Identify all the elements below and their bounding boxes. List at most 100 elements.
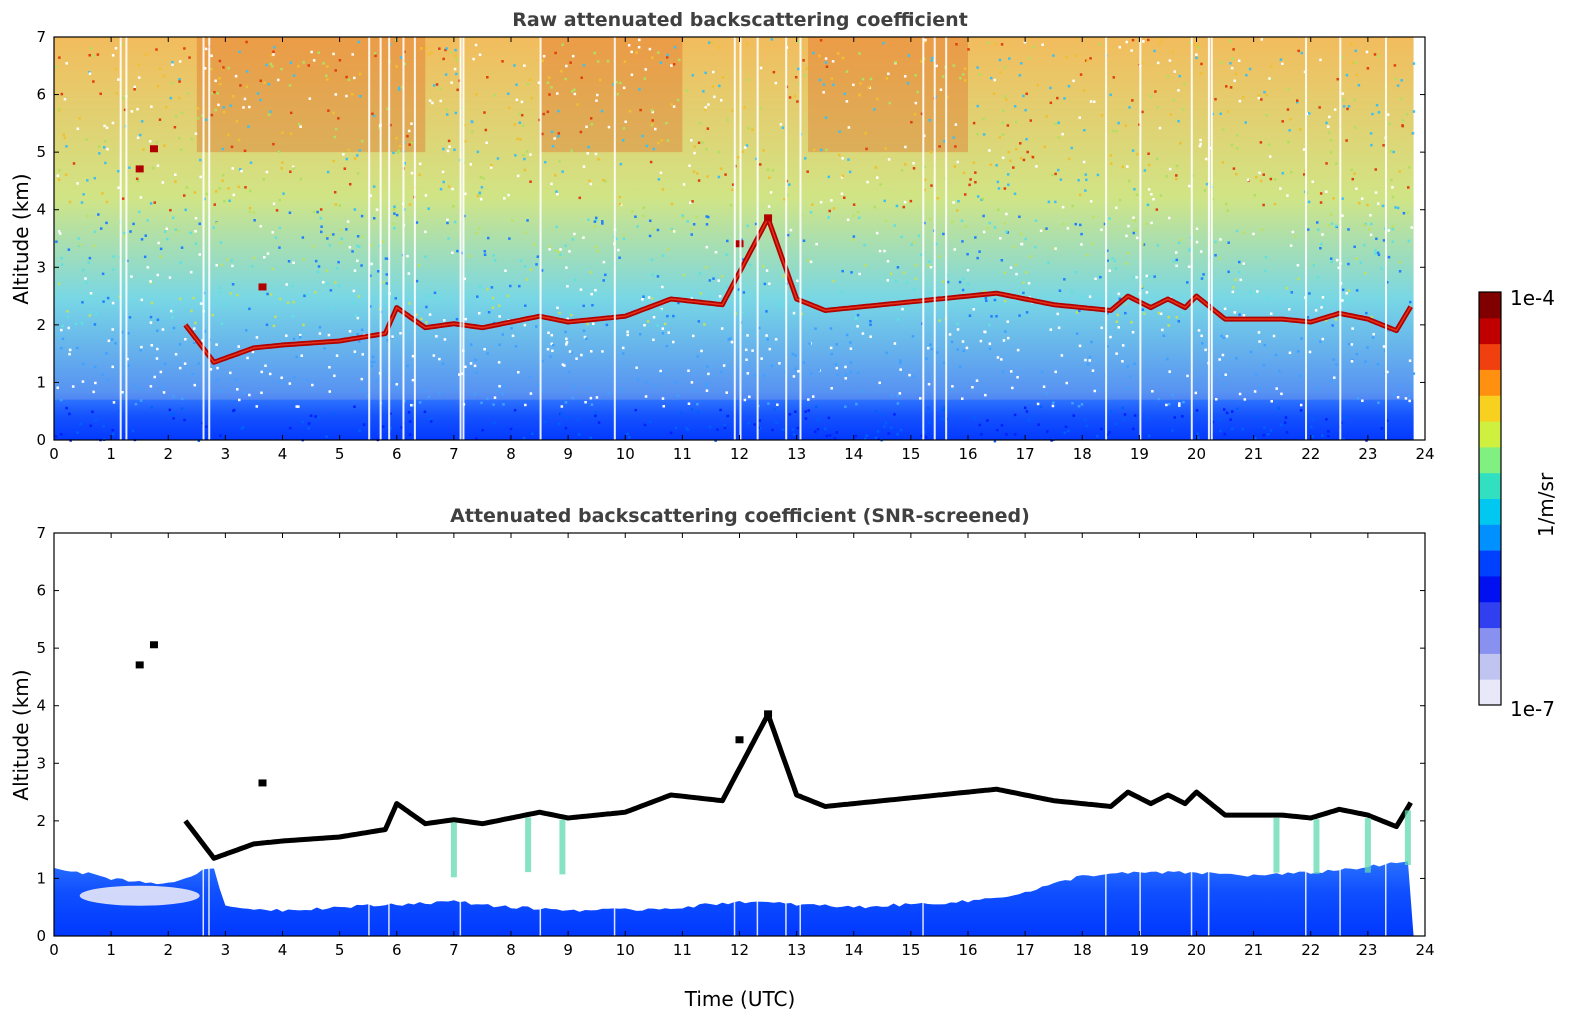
raw-noise-speckle: [637, 45, 641, 49]
raw-noise-speckle: [700, 349, 703, 353]
y-tick-label: 1: [36, 869, 46, 887]
raw-noise-speckle: [1283, 421, 1287, 424]
raw-noise-speckle: [475, 437, 478, 440]
raw-noise-speckle: [560, 405, 564, 408]
raw-noise-speckle: [1084, 358, 1087, 362]
raw-noise-speckle: [432, 84, 436, 87]
raw-noise-speckle: [748, 395, 751, 399]
raw-noise-speckle: [692, 223, 696, 226]
screened-data-gap: [208, 861, 210, 936]
raw-noise-speckle: [333, 135, 337, 139]
raw-noise-speckle: [139, 348, 142, 352]
raw-noise-speckle: [586, 322, 589, 326]
raw-noise-speckle: [1042, 385, 1046, 388]
raw-noise-speckle: [626, 330, 629, 334]
raw-data-gap: [1305, 37, 1308, 440]
raw-noise-speckle: [274, 315, 277, 319]
raw-noise-speckle: [326, 78, 329, 81]
raw-noise-speckle: [399, 56, 403, 59]
y-tick-label: 7: [36, 28, 46, 46]
raw-noise-speckle: [902, 205, 906, 209]
raw-noise-speckle: [943, 139, 946, 143]
raw-noise-speckle: [954, 123, 958, 126]
raw-noise-speckle: [57, 282, 61, 285]
raw-data-gap: [208, 37, 211, 440]
raw-noise-speckle: [1366, 203, 1369, 207]
raw-noise-speckle: [587, 218, 590, 221]
raw-noise-speckle: [1321, 296, 1325, 299]
raw-noise-speckle: [1194, 391, 1198, 395]
raw-isolated-feature: [135, 165, 144, 173]
raw-noise-speckle: [516, 174, 520, 178]
raw-noise-speckle: [118, 409, 121, 413]
raw-noise-speckle: [935, 64, 938, 68]
raw-noise-speckle: [1224, 202, 1228, 206]
raw-noise-speckle: [725, 391, 728, 394]
raw-noise-speckle: [170, 81, 174, 85]
raw-noise-speckle: [838, 153, 841, 157]
raw-noise-speckle: [1327, 434, 1330, 438]
raw-noise-speckle: [1188, 247, 1192, 251]
raw-noise-speckle: [155, 141, 158, 144]
raw-noise-speckle: [835, 366, 839, 370]
raw-noise-speckle: [898, 392, 902, 395]
raw-noise-speckle: [1085, 178, 1088, 182]
raw-noise-speckle: [427, 395, 431, 399]
raw-noise-speckle: [766, 338, 769, 341]
raw-noise-speckle: [513, 123, 517, 126]
raw-noise-speckle: [77, 237, 80, 240]
raw-noise-speckle: [436, 296, 439, 300]
raw-noise-speckle: [912, 288, 916, 291]
raw-noise-speckle: [942, 232, 945, 236]
raw-noise-speckle: [1334, 224, 1338, 228]
raw-noise-speckle: [879, 183, 882, 186]
raw-noise-speckle: [1147, 275, 1151, 278]
raw-noise-speckle: [55, 65, 58, 69]
raw-noise-speckle: [265, 63, 268, 67]
raw-noise-speckle: [425, 305, 428, 309]
raw-noise-speckle: [1049, 86, 1052, 90]
raw-noise-speckle: [1288, 351, 1292, 355]
raw-noise-speckle: [288, 84, 292, 87]
raw-noise-speckle: [601, 350, 604, 353]
raw-noise-speckle: [1123, 418, 1126, 421]
raw-noise-speckle: [1106, 433, 1109, 436]
colorbar: 1e-4 1e-7 1/m/sr: [1478, 286, 1558, 721]
raw-noise-speckle: [699, 122, 702, 125]
raw-noise-speckle: [1347, 105, 1351, 108]
raw-noise-speckle: [89, 424, 93, 428]
raw-noise-speckle: [1173, 416, 1177, 419]
raw-noise-speckle: [529, 180, 532, 183]
raw-noise-speckle: [580, 353, 583, 357]
raw-noise-speckle: [602, 260, 606, 264]
raw-noise-speckle: [333, 190, 337, 194]
raw-noise-speckle: [999, 237, 1002, 240]
raw-noise-speckle: [1364, 360, 1367, 363]
raw-noise-speckle: [1306, 298, 1309, 302]
raw-noise-speckle: [1260, 38, 1264, 41]
raw-noise-speckle: [958, 280, 962, 284]
raw-noise-speckle: [314, 259, 318, 263]
raw-noise-speckle: [193, 383, 197, 387]
raw-noise-speckle: [356, 259, 359, 263]
raw-noise-speckle: [961, 340, 965, 343]
raw-noise-speckle: [88, 54, 91, 57]
raw-noise-speckle: [828, 434, 832, 437]
raw-noise-speckle: [858, 93, 861, 97]
raw-noise-speckle: [95, 312, 98, 316]
raw-noise-speckle: [438, 357, 441, 361]
raw-noise-speckle: [406, 254, 409, 258]
raw-noise-speckle: [829, 327, 833, 330]
raw-noise-speckle: [515, 83, 518, 87]
raw-noise-speckle: [946, 95, 949, 99]
raw-noise-speckle: [1285, 286, 1289, 290]
raw-noise-speckle: [1308, 292, 1311, 295]
raw-noise-speckle: [278, 246, 281, 249]
raw-noise-speckle: [1020, 242, 1024, 246]
raw-noise-speckle: [1070, 290, 1074, 293]
screened-virga: [450, 822, 457, 878]
raw-noise-speckle: [127, 364, 130, 367]
raw-noise-speckle: [1346, 107, 1349, 111]
raw-noise-speckle: [1141, 308, 1145, 311]
raw-noise-speckle: [87, 261, 90, 264]
